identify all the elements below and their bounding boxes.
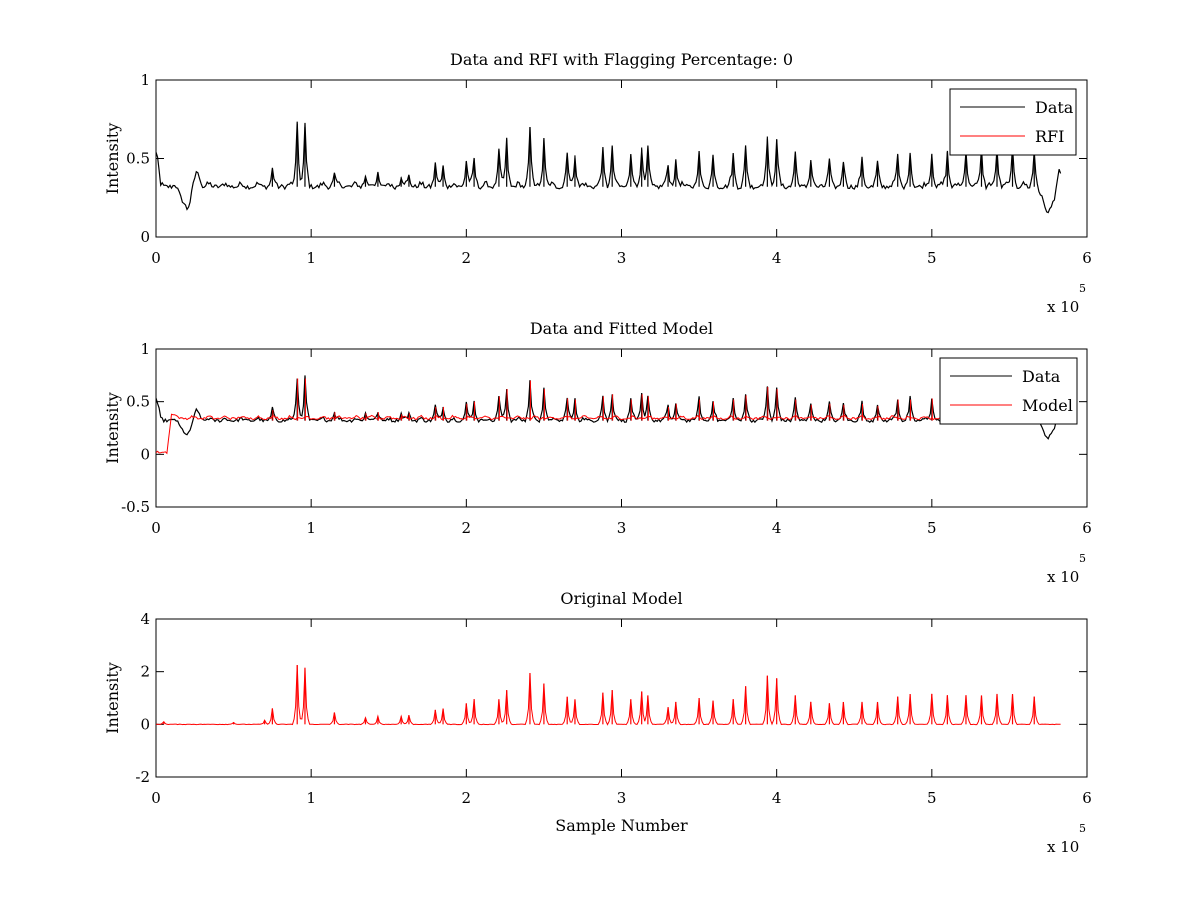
x-tick-label: 2 — [462, 789, 472, 807]
x-tick-label: 1 — [306, 789, 316, 807]
x-tick-label: 2 — [462, 519, 472, 537]
x-tick-label: 2 — [462, 249, 472, 267]
y-tick-label: 4 — [140, 610, 150, 628]
y-tick-label: 0 — [140, 715, 150, 733]
x-tick-label: 3 — [617, 249, 627, 267]
x-tick-label: 1 — [306, 249, 316, 267]
series-model-line — [156, 413, 1025, 455]
x-axis-label: Sample Number — [555, 816, 688, 835]
x-tick-label: 6 — [1082, 249, 1092, 267]
series-data-line — [156, 375, 1062, 440]
y-tick-label: 0 — [140, 228, 150, 246]
legend: Data Model — [939, 357, 1078, 425]
y-tick-label: 1 — [140, 340, 150, 358]
x-tick-label: 4 — [772, 519, 782, 537]
x-tick-label: 3 — [617, 519, 627, 537]
x-exponent-label: x 10 — [1047, 298, 1079, 316]
y-tick-label: -0.5 — [121, 498, 150, 516]
y-tick-label: 1 — [140, 71, 150, 89]
x-tick-label: 0 — [151, 789, 161, 807]
x-tick-label: 5 — [927, 249, 937, 267]
x-tick-label: 4 — [772, 789, 782, 807]
legend-label: RFI — [1035, 127, 1064, 146]
legend-box — [939, 357, 1078, 425]
x-exponent-power: 5 — [1079, 822, 1086, 835]
legend-label: Data — [1035, 98, 1074, 117]
x-exponent-power: 5 — [1079, 282, 1086, 295]
legend: Data RFI — [949, 88, 1077, 156]
x-tick-label: 5 — [927, 789, 937, 807]
y-tick-label: 0.5 — [126, 393, 150, 411]
x-exponent-label: x 10 — [1047, 838, 1079, 856]
series-data-line — [156, 121, 1062, 214]
y-tick-label: 0.5 — [126, 150, 150, 168]
x-tick-label: 5 — [927, 519, 937, 537]
x-tick-label: 0 — [151, 519, 161, 537]
x-tick-label: 6 — [1082, 519, 1092, 537]
x-tick-label: 6 — [1082, 789, 1092, 807]
series-original-model-line — [156, 664, 1061, 726]
chart-title: Data and Fitted Model — [530, 319, 713, 338]
legend-label: Model — [1022, 396, 1073, 415]
chart-panel-1: Data and RFI with Flagging Percentage: 0… — [103, 50, 1092, 316]
x-tick-label: 0 — [151, 249, 161, 267]
x-exponent-label: x 10 — [1047, 568, 1079, 586]
chart-panel-2: Data and Fitted Model Intensity 0 1 2 3 4 5 6 x 1… — [103, 319, 1092, 586]
y-tick-label: -2 — [135, 768, 150, 786]
y-tick-label: 2 — [140, 663, 150, 681]
chart-title: Data and RFI with Flagging Percentage: 0 — [450, 50, 793, 69]
y-axis-label: Intensity — [103, 392, 122, 464]
x-tick-label: 4 — [772, 249, 782, 267]
x-exponent-power: 5 — [1079, 552, 1086, 565]
y-axis-label: Intensity — [103, 123, 122, 195]
y-axis-label: Intensity — [103, 662, 122, 734]
x-tick-label: 3 — [617, 789, 627, 807]
legend-box — [949, 88, 1077, 156]
y-tick-label: 0 — [140, 445, 150, 463]
chart-title: Original Model — [560, 589, 682, 608]
legend-label: Data — [1022, 367, 1061, 386]
x-tick-label: 1 — [306, 519, 316, 537]
